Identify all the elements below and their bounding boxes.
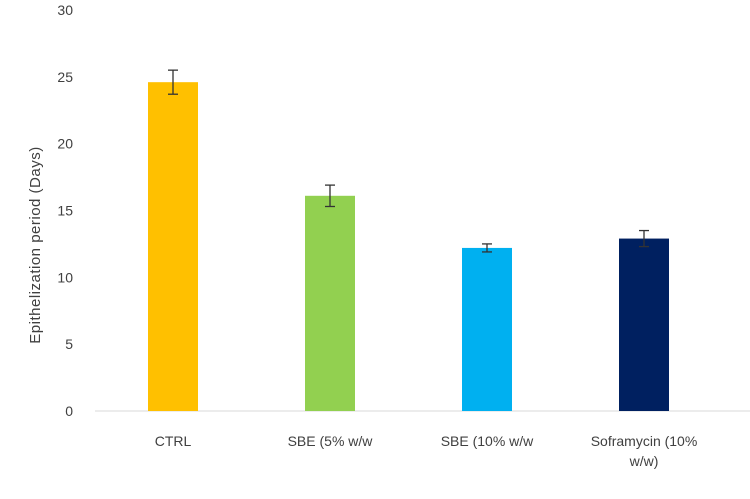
x-category-label: w/w) bbox=[629, 453, 659, 469]
bar-2 bbox=[305, 195, 355, 411]
x-category-label: Soframycin (10% bbox=[591, 433, 698, 449]
y-axis-label: Epithelization period (Days) bbox=[27, 146, 44, 343]
y-tick-label: 20 bbox=[57, 136, 73, 152]
y-tick-label: 10 bbox=[57, 269, 73, 285]
x-category-label: SBE (10% w/w bbox=[441, 433, 534, 449]
y-tick-label: 25 bbox=[57, 69, 73, 85]
y-tick-label: 5 bbox=[65, 336, 73, 352]
bar-1 bbox=[148, 82, 198, 412]
y-tick-label: 0 bbox=[65, 403, 73, 419]
x-category-label: CTRL bbox=[155, 433, 192, 449]
bar-4 bbox=[619, 238, 669, 411]
x-category-label: SBE (5% w/w bbox=[288, 433, 374, 449]
bar-3 bbox=[462, 247, 512, 411]
y-tick-label: 30 bbox=[57, 2, 73, 18]
y-tick-label: 15 bbox=[57, 203, 73, 219]
